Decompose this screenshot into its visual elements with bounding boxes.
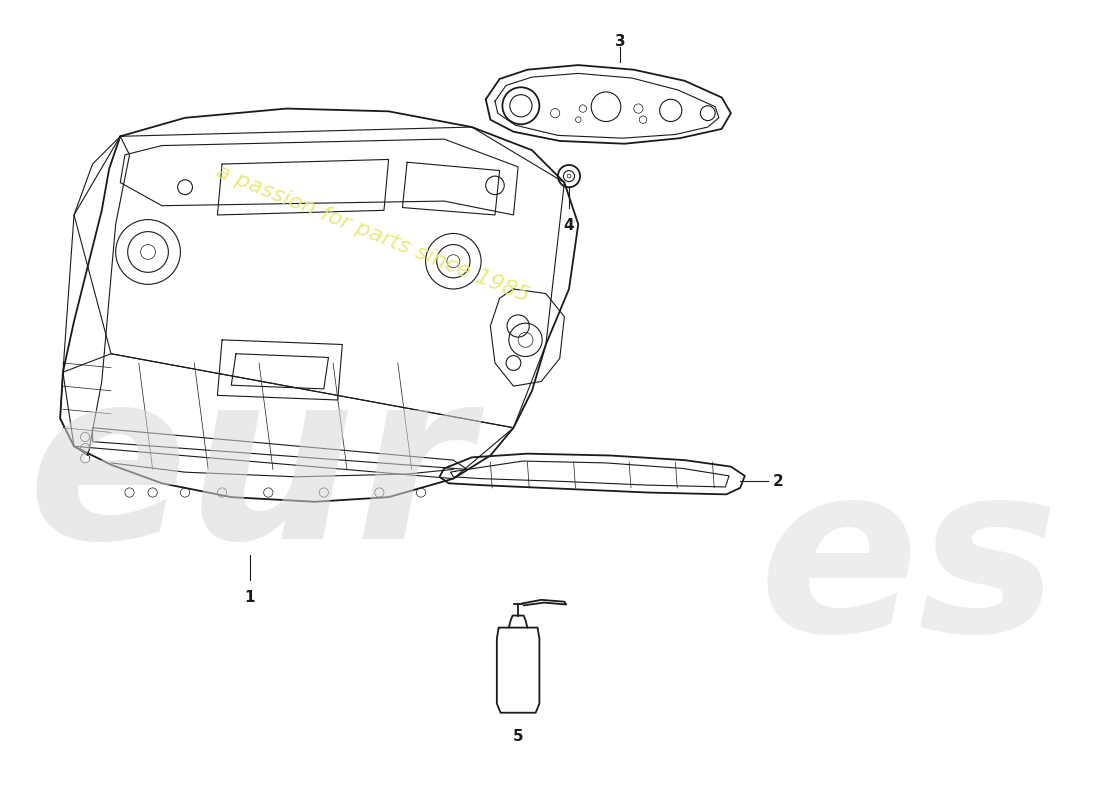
Text: a passion for parts since 1985: a passion for parts since 1985 [212,161,532,306]
Text: 5: 5 [513,730,524,744]
Text: 1: 1 [244,590,255,605]
Text: es: es [759,453,1059,681]
Text: 4: 4 [563,218,574,233]
Text: eur: eur [28,360,473,588]
Text: 3: 3 [615,34,625,49]
Text: 2: 2 [772,474,783,489]
